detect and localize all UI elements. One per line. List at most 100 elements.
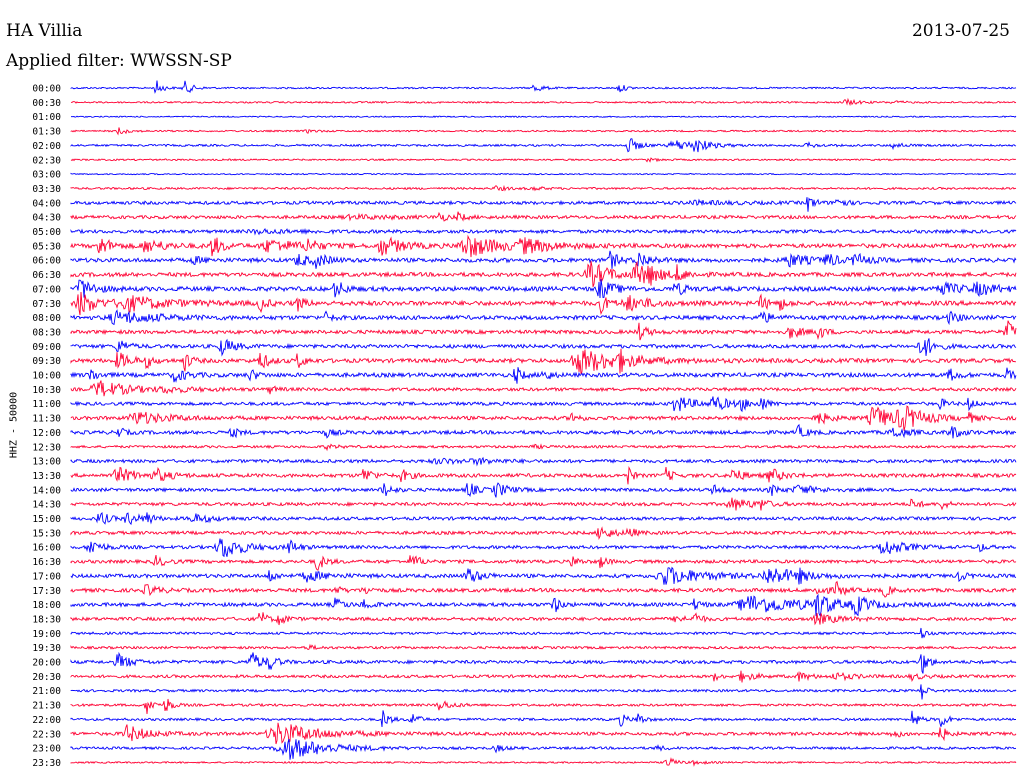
time-tick-label: 10:00: [32, 371, 61, 382]
trace-line: [70, 512, 1017, 526]
time-tick-label: 17:00: [32, 571, 61, 582]
trace-line: [70, 138, 1017, 153]
time-tick-label: 20:30: [32, 672, 61, 683]
time-tick-label: 22:00: [32, 715, 61, 726]
trace-line: [70, 234, 1017, 258]
trace-line: [70, 348, 1017, 375]
trace-line: [70, 722, 1017, 745]
trace-line: [70, 593, 1017, 617]
time-tick-label: 09:00: [32, 342, 61, 353]
trace-line: [70, 651, 1017, 674]
time-tick-label: 03:30: [32, 184, 61, 195]
time-tick-label: 22:30: [32, 729, 61, 740]
time-tick-label: 16:00: [32, 543, 61, 554]
time-tick-label: 17:30: [32, 586, 61, 597]
trace-line: [70, 291, 1017, 316]
trace-line: [70, 670, 1017, 683]
time-tick-label: 20:00: [32, 658, 61, 669]
time-tick-label: 21:00: [32, 686, 61, 697]
time-tick-label: 13:00: [32, 457, 61, 468]
time-tick-label: 14:30: [32, 500, 61, 511]
time-tick-label: 08:00: [32, 313, 61, 324]
time-tick-label: 08:30: [32, 327, 61, 338]
time-tick-label: 04:30: [32, 213, 61, 224]
trace-line: [70, 538, 1017, 558]
time-tick-label: 02:30: [32, 155, 61, 166]
trace-line: [70, 698, 1017, 714]
trace-line: [70, 526, 1017, 540]
trace-line: [70, 396, 1017, 413]
time-tick-label: 07:30: [32, 299, 61, 310]
trace-line: [70, 612, 1017, 626]
trace-line: [70, 380, 1017, 397]
time-tick-label: 10:30: [32, 385, 61, 396]
trace-line: [70, 627, 1017, 639]
trace-line: [70, 97, 1017, 107]
time-tick-label: 02:00: [32, 141, 61, 152]
trace-line: [70, 211, 1017, 222]
trace-line: [70, 157, 1017, 163]
trace-line: [70, 227, 1017, 236]
time-tick-label: 01:00: [32, 112, 61, 123]
time-tick-label: 21:30: [32, 701, 61, 712]
trace-line: [70, 338, 1017, 357]
trace-line: [70, 405, 1017, 431]
trace-line: [70, 566, 1017, 585]
trace-line: [70, 497, 1017, 511]
time-tick-label: 01:30: [32, 127, 61, 138]
time-tick-label: 15:30: [32, 528, 61, 539]
trace-line: [70, 643, 1017, 651]
time-tick-label: 11:30: [32, 414, 61, 425]
trace-line: [70, 423, 1017, 439]
time-tick-label: 18:00: [32, 600, 61, 611]
trace-line: [70, 80, 1017, 94]
time-tick-label: 23:30: [32, 758, 61, 769]
trace-line: [70, 465, 1017, 485]
trace-line: [70, 279, 1017, 299]
time-tick-label: 14:00: [32, 485, 61, 496]
trace-line: [70, 184, 1017, 192]
time-tick-label: 03:00: [32, 170, 61, 181]
trace-line: [70, 250, 1017, 269]
time-tick-label: 15:00: [32, 514, 61, 525]
trace-line: [70, 197, 1017, 212]
filter-label: Applied filter: WWSSN-SP: [6, 51, 232, 71]
trace-line: [70, 555, 1017, 571]
trace-line: [70, 580, 1017, 598]
time-tick-label: 00:00: [32, 84, 61, 95]
time-tick-label: 05:30: [32, 241, 61, 252]
trace-line: [70, 367, 1017, 384]
time-tick-label: 12:00: [32, 428, 61, 439]
trace-line: [70, 260, 1017, 288]
trace-line: [70, 127, 1017, 136]
trace-line: [70, 115, 1017, 118]
time-tick-label: 19:30: [32, 643, 61, 654]
trace-line: [70, 482, 1017, 498]
time-tick-label: 19:00: [32, 629, 61, 640]
trace-line: [70, 320, 1017, 341]
trace-line: [70, 443, 1017, 452]
time-tick-label: 00:30: [32, 98, 61, 109]
time-tick-label: 16:30: [32, 557, 61, 568]
time-tick-label: 04:00: [32, 198, 61, 209]
trace-line: [70, 309, 1017, 326]
station-title: HA Villia: [6, 21, 83, 41]
trace-line: [70, 738, 1017, 760]
trace-line: [70, 757, 1017, 767]
time-tick-label: 13:30: [32, 471, 61, 482]
time-tick-label: 05:00: [32, 227, 61, 238]
trace-line: [70, 456, 1017, 467]
time-tick-label: 11:00: [32, 399, 61, 410]
trace-line: [70, 172, 1017, 176]
time-tick-label: 07:00: [32, 284, 61, 295]
time-tick-label: 12:30: [32, 442, 61, 453]
date-label: 2013-07-25: [911, 21, 1010, 41]
time-tick-label: 06:00: [32, 256, 61, 267]
time-tick-label: 23:00: [32, 744, 61, 755]
time-tick-label: 18:30: [32, 614, 61, 625]
time-tick-label: 06:30: [32, 270, 61, 281]
trace-line: [70, 710, 1016, 728]
trace-line: [70, 684, 1017, 700]
time-tick-label: 09:30: [32, 356, 61, 367]
